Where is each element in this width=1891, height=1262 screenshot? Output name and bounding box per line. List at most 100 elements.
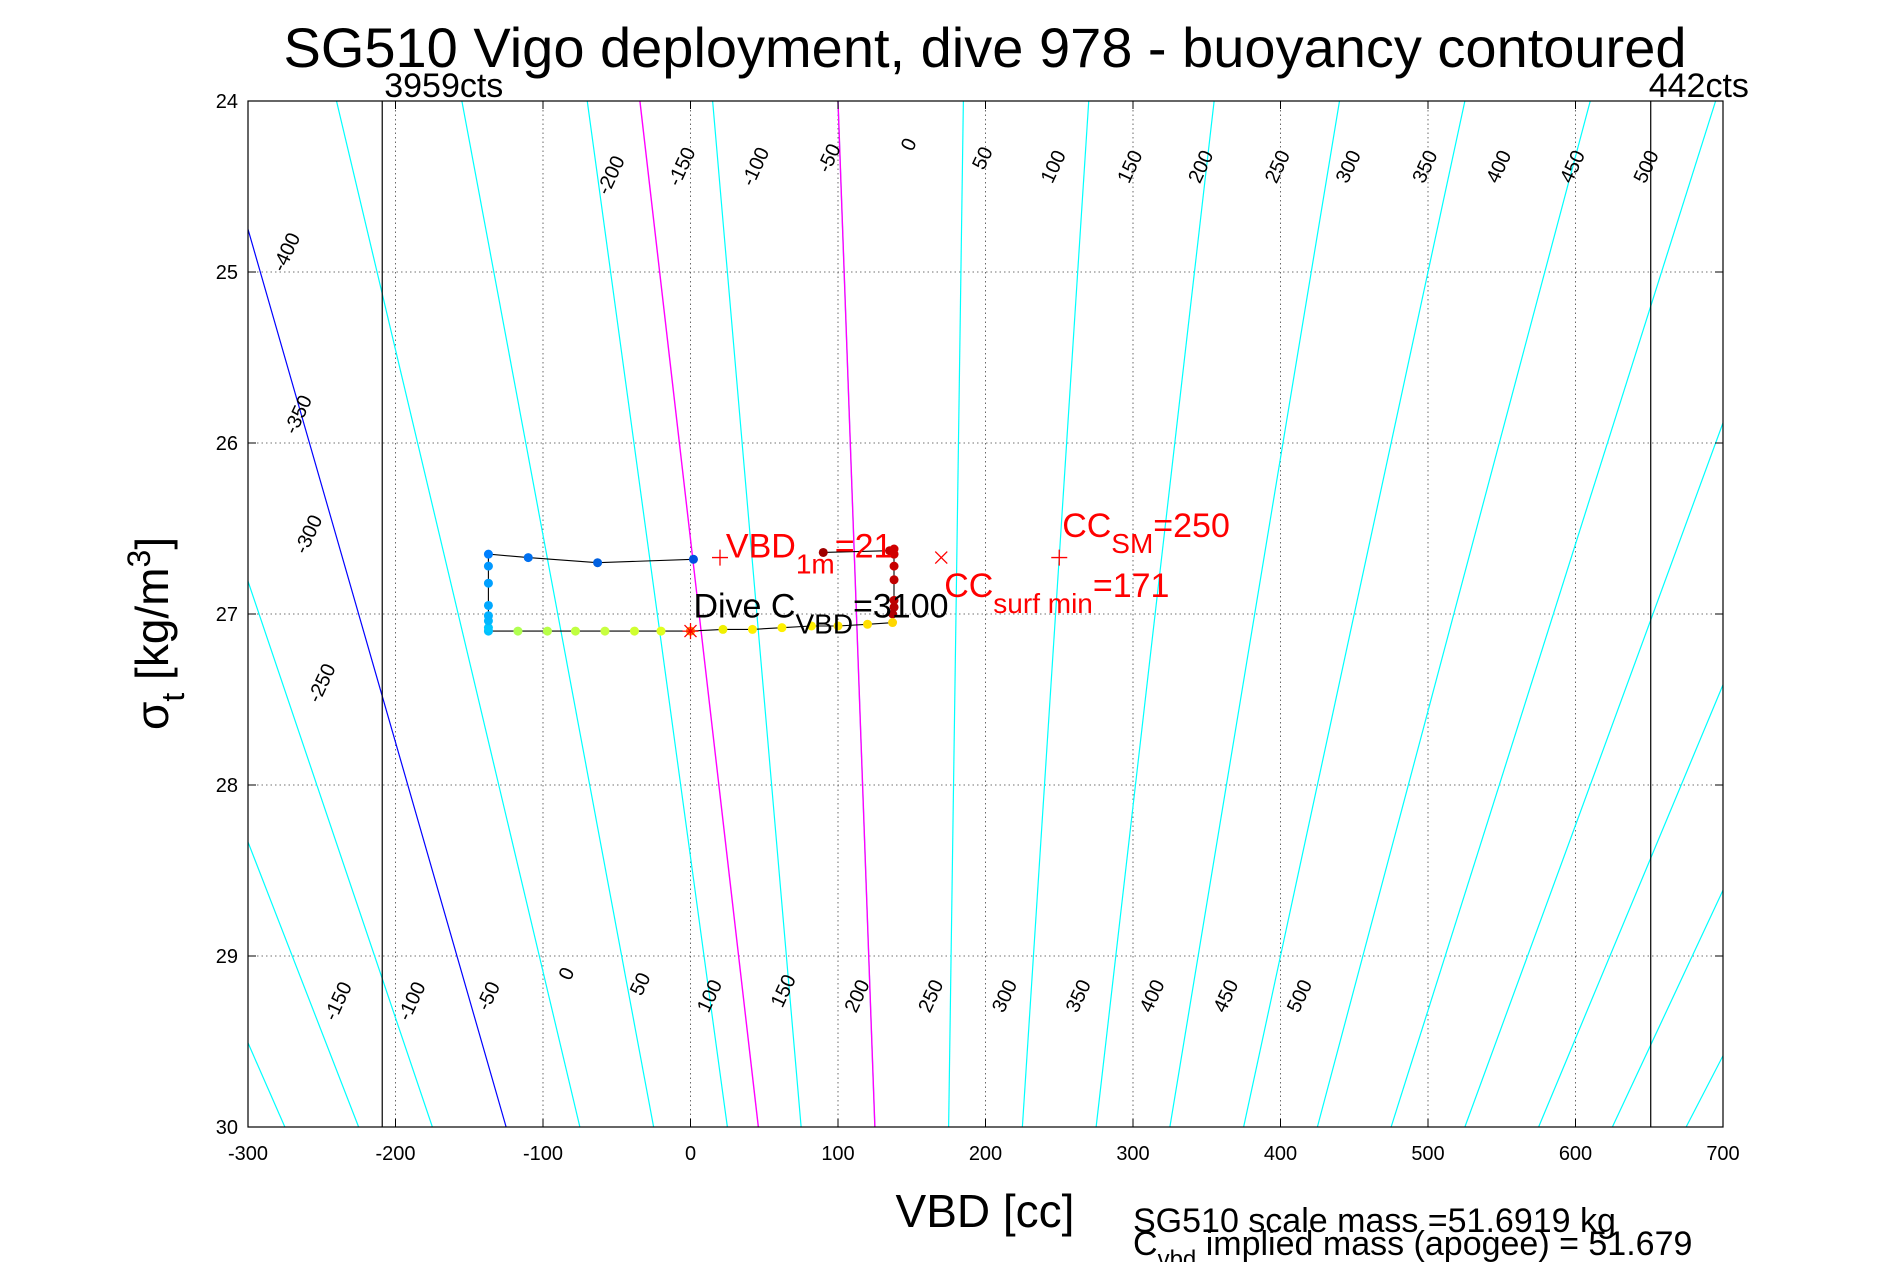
annotation-main: Dive C xyxy=(693,587,795,625)
contour-label: -100 xyxy=(394,979,431,1025)
dive-sample-point xyxy=(888,609,898,619)
dive-sample-point xyxy=(656,626,666,636)
markers xyxy=(682,549,1068,640)
contour-label: 150 xyxy=(1113,147,1147,187)
contour-line xyxy=(1095,101,1215,1127)
x-tick-label: -300 xyxy=(228,1143,268,1165)
dive-sample-point xyxy=(718,624,728,634)
dive-sample-point xyxy=(483,623,493,633)
contour-label: -150 xyxy=(664,144,701,190)
x-tick-label: -100 xyxy=(523,1143,563,1165)
contour-label: 500 xyxy=(1630,147,1664,187)
contour-label: 350 xyxy=(1062,976,1096,1016)
annotation-value: =171 xyxy=(1093,567,1170,605)
x-tick-label: 200 xyxy=(969,1143,1002,1165)
dive-series xyxy=(483,544,899,636)
dive-sample-point xyxy=(629,626,639,636)
dive-sample-point xyxy=(888,618,898,628)
contour-line xyxy=(586,101,728,1127)
contour-line xyxy=(335,101,581,1127)
y-label-part: t xyxy=(155,693,191,702)
annotation-value: =21 xyxy=(835,528,893,566)
contour-line xyxy=(948,101,964,1127)
dive-sample-point xyxy=(483,611,493,621)
contour-line xyxy=(1390,101,1717,1127)
dive-sample-point xyxy=(806,621,816,631)
y-label-part: [kg/m xyxy=(126,567,178,692)
count-lines: 3959cts 442cts xyxy=(381,67,1749,1127)
contour-line xyxy=(712,101,802,1127)
annotation-value: =250 xyxy=(1153,507,1230,545)
contour-line xyxy=(461,101,655,1127)
dive-sample-point xyxy=(570,626,580,636)
dive-sample-point xyxy=(593,558,603,568)
contour-label: 300 xyxy=(988,976,1022,1016)
dive-sample-point xyxy=(483,578,493,588)
plus-marker xyxy=(712,549,728,566)
x-marker xyxy=(934,551,948,565)
star-marker xyxy=(682,623,699,640)
dive-sample-point xyxy=(863,619,872,629)
dive-sample-point xyxy=(777,623,787,633)
y-tick-label: 25 xyxy=(216,262,238,284)
chart-title: SG510 Vigo deployment, dive 978 - buoyan… xyxy=(283,16,1686,79)
contour-label: 250 xyxy=(1261,147,1295,187)
contour-label: 0 xyxy=(897,135,922,154)
dive-sample-point xyxy=(889,575,899,585)
contour-line xyxy=(1169,101,1341,1127)
buoyancy-contours xyxy=(0,101,1723,1127)
contour-line xyxy=(248,840,360,1127)
grid-lines xyxy=(248,101,1723,1127)
contour-label: 50 xyxy=(626,970,655,999)
y-tick-label: 30 xyxy=(216,1117,238,1139)
count-label: 442cts xyxy=(1649,67,1749,105)
contour-label: -400 xyxy=(268,230,305,276)
contour-label: -200 xyxy=(593,153,630,199)
dive-sample-point xyxy=(523,553,533,563)
x-tick-label: 100 xyxy=(821,1143,854,1165)
count-label: 3959cts xyxy=(384,67,503,105)
annotation: CCSM=250 xyxy=(1062,507,1230,559)
contour-label: -250 xyxy=(304,660,341,706)
dive-trace-line xyxy=(487,548,895,632)
contour-line xyxy=(1021,101,1090,1127)
x-tick-label: -200 xyxy=(375,1143,415,1165)
axes: -300 -200 -100 0 100 200 300 400 500 600 700242526… xyxy=(216,91,1740,1165)
x-tick-label: 500 xyxy=(1411,1143,1444,1165)
y-tick-label: 29 xyxy=(216,946,238,968)
annotation-subscript: surf min xyxy=(993,588,1093,619)
contour-line xyxy=(0,101,211,1127)
contour-label: -150 xyxy=(320,979,357,1025)
annotation-main: VBD xyxy=(726,528,796,566)
x-tick-label: 0 xyxy=(685,1143,696,1165)
contour-label: 400 xyxy=(1136,976,1170,1016)
contour-line xyxy=(1538,683,1723,1127)
contour-label: 300 xyxy=(1332,147,1366,187)
contour-line xyxy=(1316,101,1591,1127)
dive-sample-point xyxy=(889,595,899,605)
x-tick-label: 700 xyxy=(1706,1143,1739,1165)
x-tick-label: 400 xyxy=(1264,1143,1297,1165)
dive-sample-point xyxy=(889,561,899,571)
dive-sample-point xyxy=(688,554,698,564)
scale-mass-note: SG510 scale mass =51.6919 kg xyxy=(1133,1202,1616,1240)
dive-sample-point xyxy=(833,621,843,631)
dive-sample-point xyxy=(483,561,493,571)
contour-line xyxy=(1243,101,1466,1127)
contour-label: 0 xyxy=(555,964,580,983)
contour-line xyxy=(0,101,64,1127)
y-label-part: 3 xyxy=(121,550,157,568)
x-tick-label: 300 xyxy=(1116,1143,1149,1165)
contour-label: 150 xyxy=(767,971,801,1011)
cc-contour-line xyxy=(837,101,876,1127)
annotation: Dive CVBD=3100 xyxy=(693,587,948,639)
annotation-subscript: 1m xyxy=(796,549,835,580)
y-axis-label-text: σt [kg/m3] xyxy=(121,537,191,730)
contour-label: 500 xyxy=(1283,976,1317,1016)
dive-sample-point xyxy=(818,547,828,557)
plus-marker xyxy=(1051,549,1068,566)
footer-notes: SG510 scale mass =51.6919 kg Cvbd implie… xyxy=(1133,1202,1692,1262)
annotation-main: CC xyxy=(1062,507,1111,545)
x-axis-label: VBD [cc] xyxy=(896,1185,1075,1237)
